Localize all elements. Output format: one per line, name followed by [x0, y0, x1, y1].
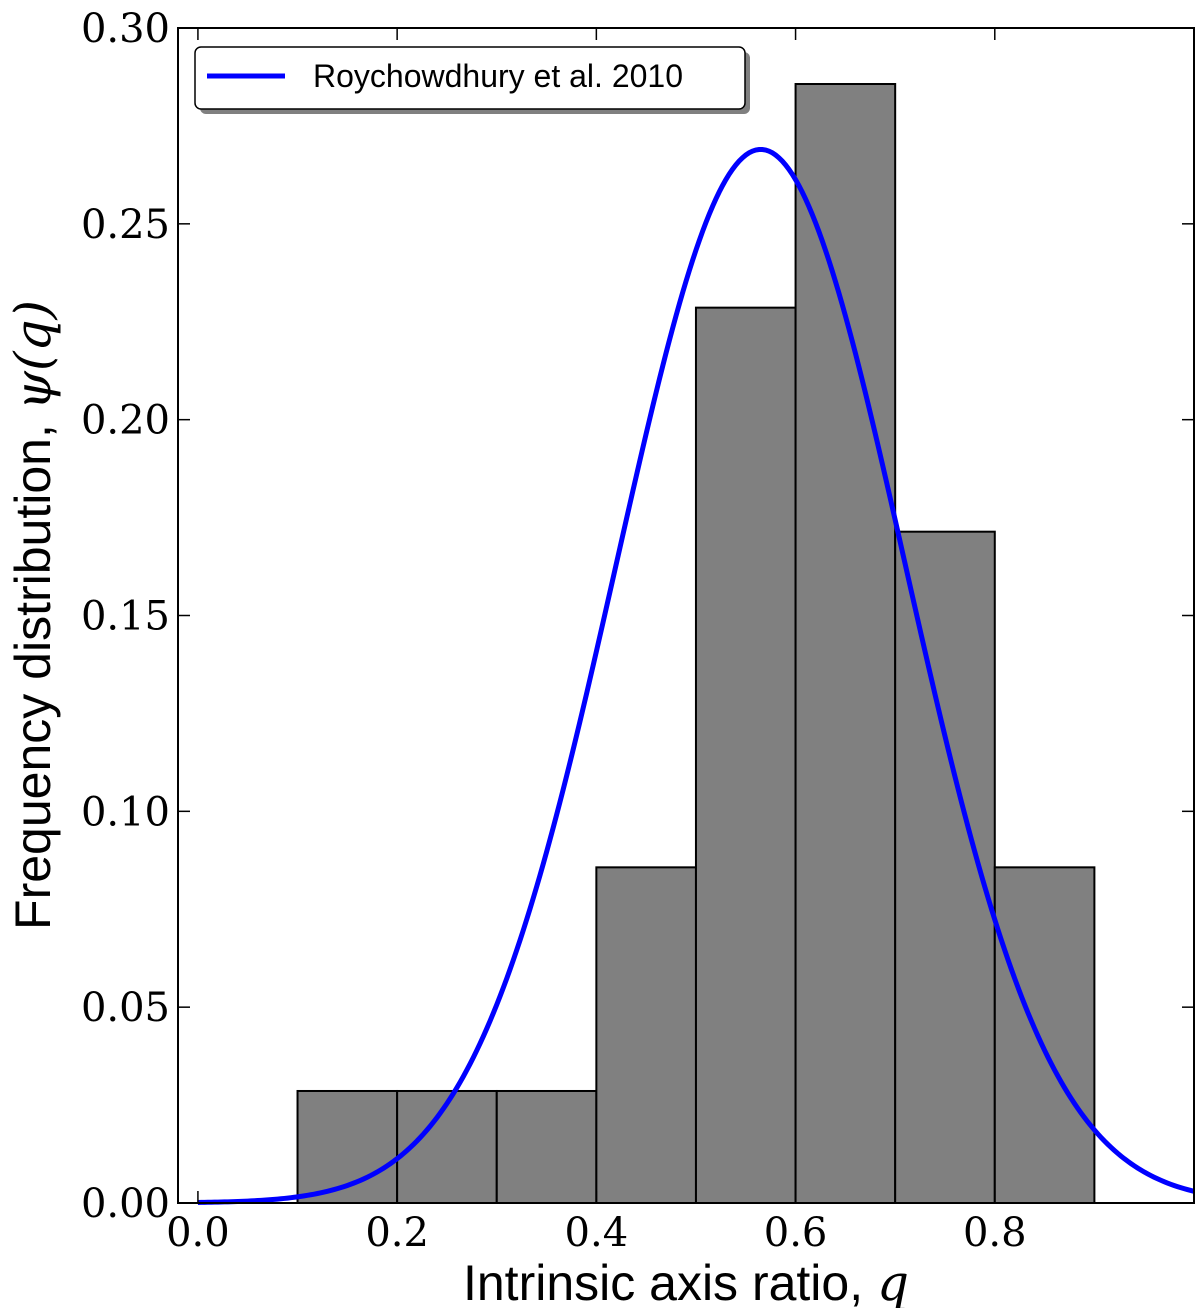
- y-tick-label: 0.00: [81, 1181, 170, 1227]
- y-tick-label: 0.10: [81, 789, 170, 835]
- legend-label: Roychowdhury et al. 2010: [313, 58, 683, 94]
- y-tick-label: 0.05: [81, 985, 170, 1031]
- x-tick-label: 0.6: [764, 1210, 828, 1256]
- y-tick-label: 0.15: [81, 594, 170, 640]
- curve-layer: [197, 146, 1195, 1205]
- legend-box: [194, 46, 746, 110]
- x-tick-label: 0.8: [963, 1210, 1027, 1256]
- y-tick-label: 0.30: [81, 6, 170, 52]
- x-tick-label: 0.2: [365, 1210, 429, 1256]
- legend: Roychowdhury et al. 2010: [194, 46, 750, 114]
- x-axis-label: Intrinsic axis ratio, q: [463, 1254, 909, 1308]
- x-axis-label-text: Intrinsic axis ratio,: [463, 1255, 877, 1308]
- y-axis-label-text: Frequency distribution,: [5, 410, 61, 930]
- y-axis-label-symbol: ψ(q): [4, 300, 62, 410]
- histogram-bar: [794, 83, 897, 1205]
- histogram-bars: [296, 83, 1096, 1205]
- histogram-bar: [595, 866, 697, 1204]
- y-tick-label: 0.20: [81, 398, 170, 444]
- axis-ticks: 0.0 0.2 0.4 0.6 0.8 0.00 0.05 0.10 0.15 0.20 0.25 0…: [81, 6, 1194, 1256]
- series-line-roychowdhury: [197, 146, 1195, 1205]
- y-axis-label: Frequency distribution, ψ(q): [4, 300, 62, 930]
- histogram-bar: [495, 1089, 598, 1204]
- histogram-bar: [993, 866, 1096, 1204]
- x-tick-label: 0.0: [166, 1210, 230, 1256]
- histogram-bar: [694, 306, 797, 1204]
- x-tick-label: 0.4: [565, 1210, 629, 1256]
- x-axis-label-symbol: q: [877, 1254, 909, 1308]
- y-tick-label: 0.25: [81, 202, 170, 248]
